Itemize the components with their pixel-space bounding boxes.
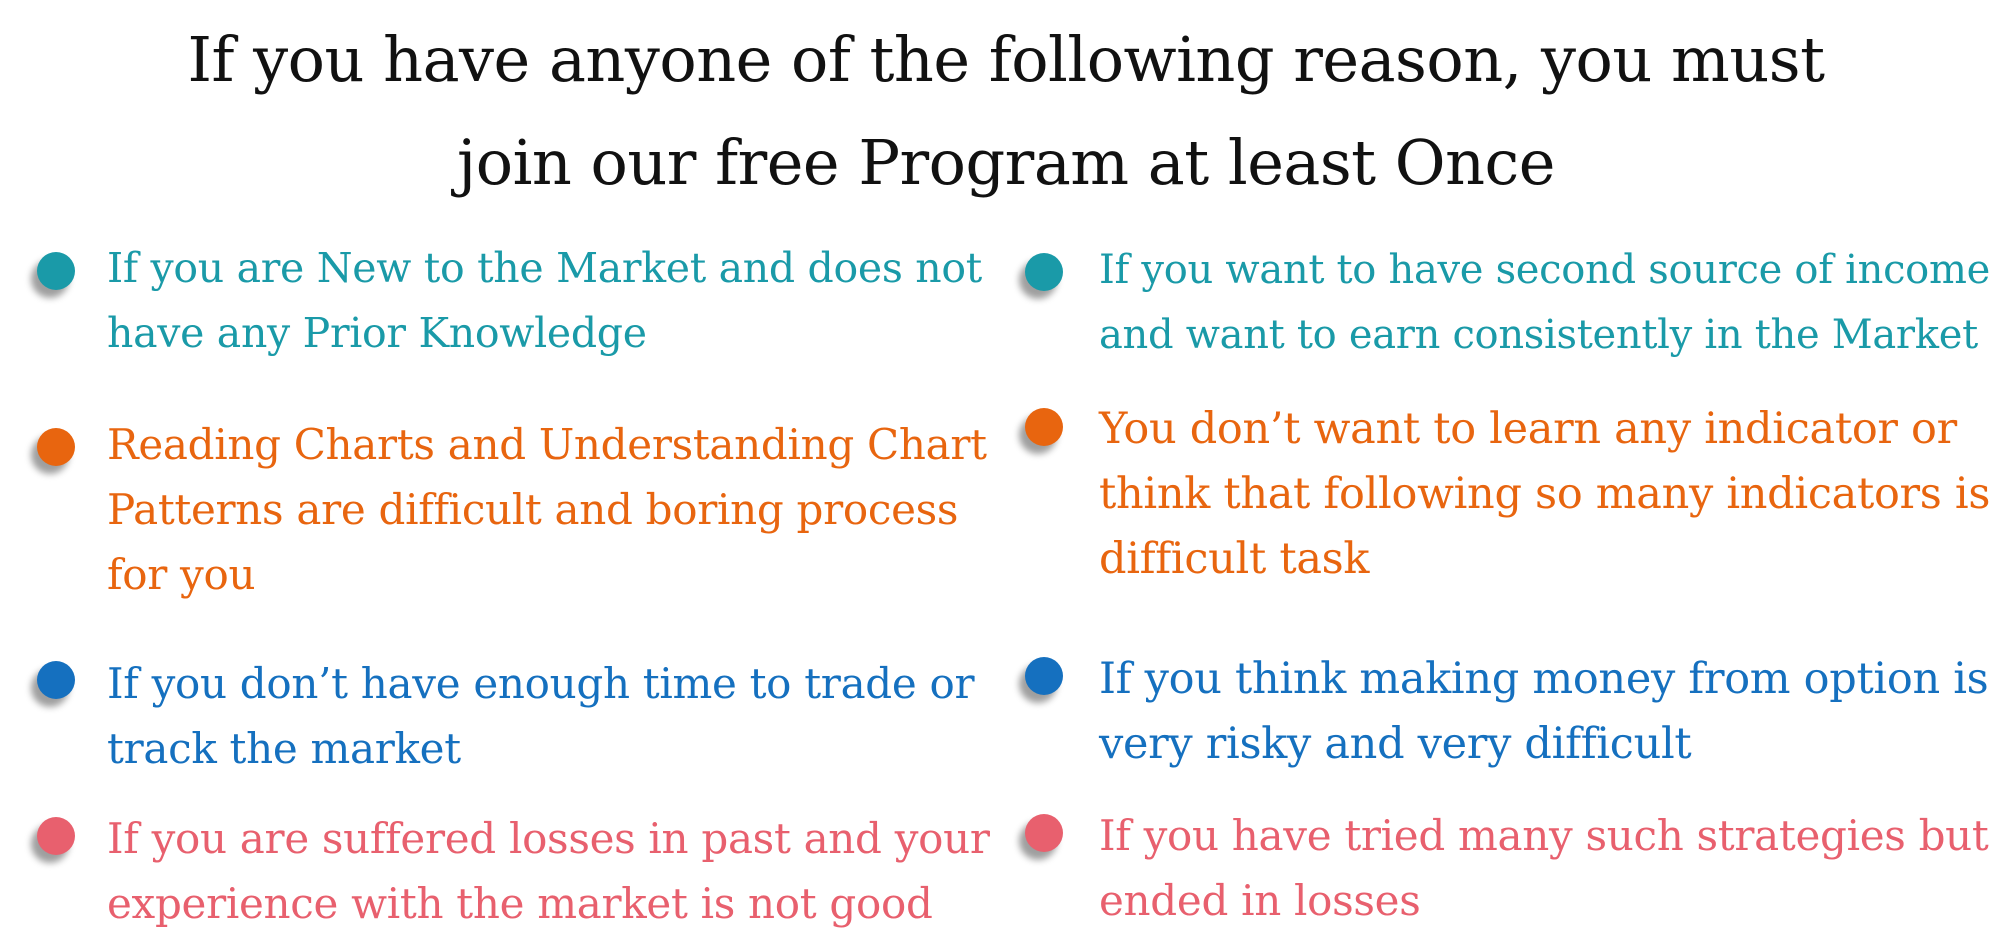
reason-line: for you <box>107 550 256 599</box>
teal-bullet-icon <box>37 252 75 290</box>
reason-line: track the market <box>107 724 461 773</box>
reason-line: think that following so many indicators … <box>1099 469 1991 519</box>
reason-line: If you are suffered losses in past and y… <box>107 814 990 863</box>
reason-line: difficult task <box>1099 534 1370 584</box>
reason-line: Patterns are difficult and boring proces… <box>107 485 959 534</box>
blue-bullet-icon <box>1025 657 1063 695</box>
reason-text: If you want to have second source of inc… <box>1099 238 1990 368</box>
orange-bullet-icon <box>1025 408 1063 446</box>
reason-text: If you have tried many such strategies b… <box>1099 803 1989 933</box>
reason-line: You don’t want to learn any indicator or <box>1099 404 1957 454</box>
reason-line: very risky and very difficult <box>1099 719 1692 769</box>
reason-text: If you are New to the Market and does no… <box>107 236 982 366</box>
reason-line: Reading Charts and Understanding Chart <box>107 420 987 469</box>
reason-text: If you think making money from option is… <box>1099 647 1989 777</box>
reason-line: ended in losses <box>1099 876 1421 925</box>
reason-text: If you don’t have enough time to trade o… <box>107 651 975 781</box>
reason-line: experience with the market is not good <box>107 879 933 928</box>
orange-bullet-icon <box>37 428 75 466</box>
reason-line: and want to earn consistently in the Mar… <box>1099 312 1978 358</box>
reason-text: You don’t want to learn any indicator or… <box>1099 397 1990 592</box>
reason-line: If you don’t have enough time to trade o… <box>107 659 975 708</box>
reason-line: If you have tried many such strategies b… <box>1099 811 1989 860</box>
title-line-1: If you have anyone of the following reas… <box>187 23 1825 96</box>
page-title: If you have anyone of the following reas… <box>0 8 2012 214</box>
reason-line: have any Prior Knowledge <box>107 309 647 357</box>
reason-line: If you are New to the Market and does no… <box>107 244 982 292</box>
pink-bullet-icon <box>1025 814 1063 852</box>
reason-text: If you are suffered losses in past and y… <box>107 806 990 936</box>
blue-bullet-icon <box>37 661 75 699</box>
reason-text: Reading Charts and Understanding Chart P… <box>107 412 987 607</box>
reason-line: If you think making money from option is <box>1099 654 1989 704</box>
pink-bullet-icon <box>37 817 75 855</box>
title-line-2: join our free Program at least Once <box>457 126 1555 199</box>
teal-bullet-icon <box>1025 253 1063 291</box>
reason-line: If you want to have second source of inc… <box>1099 247 1990 293</box>
